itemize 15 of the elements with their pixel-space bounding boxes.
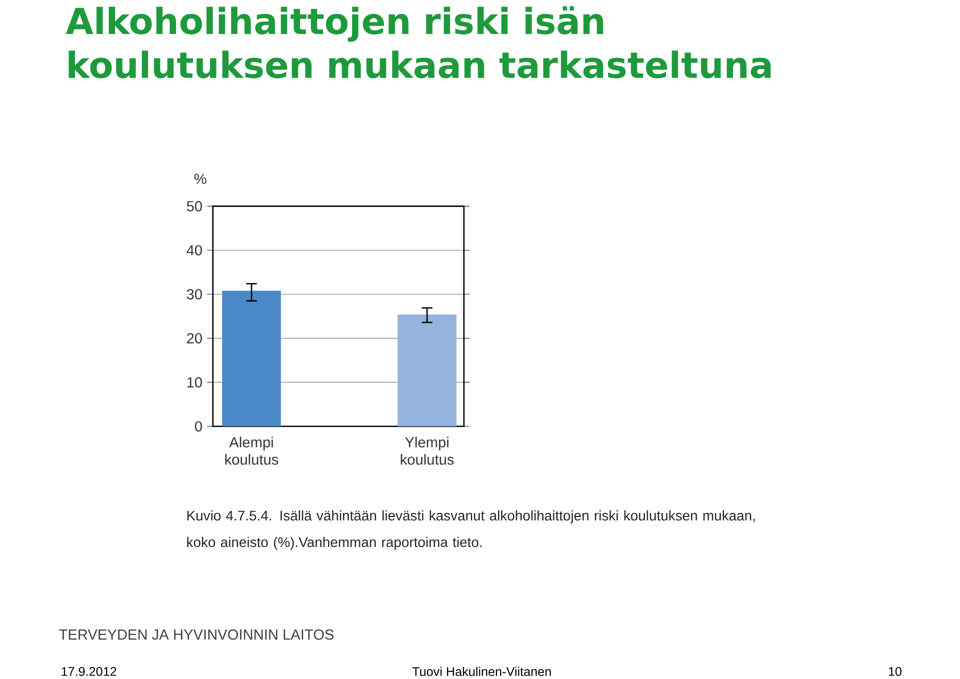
x-tick-label: Ylempi koulutus xyxy=(400,436,454,465)
text: 10 xyxy=(888,666,902,676)
text: TERVEYDEN JA HYVINVOINNIN LAITOS xyxy=(59,629,334,640)
y-tick-label: 10 xyxy=(187,376,202,388)
chart-title: Alkoholihaittojen riski isän koulutuksen mukaan tarkasteltuna xyxy=(66,6,771,78)
y-tick-label: 0 xyxy=(194,421,202,432)
text: 17.9.2012 xyxy=(62,666,116,676)
y-tick-label: 50 xyxy=(186,200,202,212)
y-tick-label: 40 xyxy=(186,244,202,256)
x-tick-label: Alempi koulutus xyxy=(225,436,278,465)
y-tick-label: 20 xyxy=(187,332,202,344)
text: Tuovi Hakulinen-Viitanen xyxy=(412,666,551,676)
y-axis-title: % xyxy=(194,174,206,184)
text: Kuvio 4.7.5.4. Isällä vähintään lievästi kasvanut alkoholihaittojen riski koulutuksen mukaan, koko aineisto (%).Vanhemman raportoima tieto. xyxy=(187,510,755,550)
y-tick-label: 30 xyxy=(186,288,202,300)
